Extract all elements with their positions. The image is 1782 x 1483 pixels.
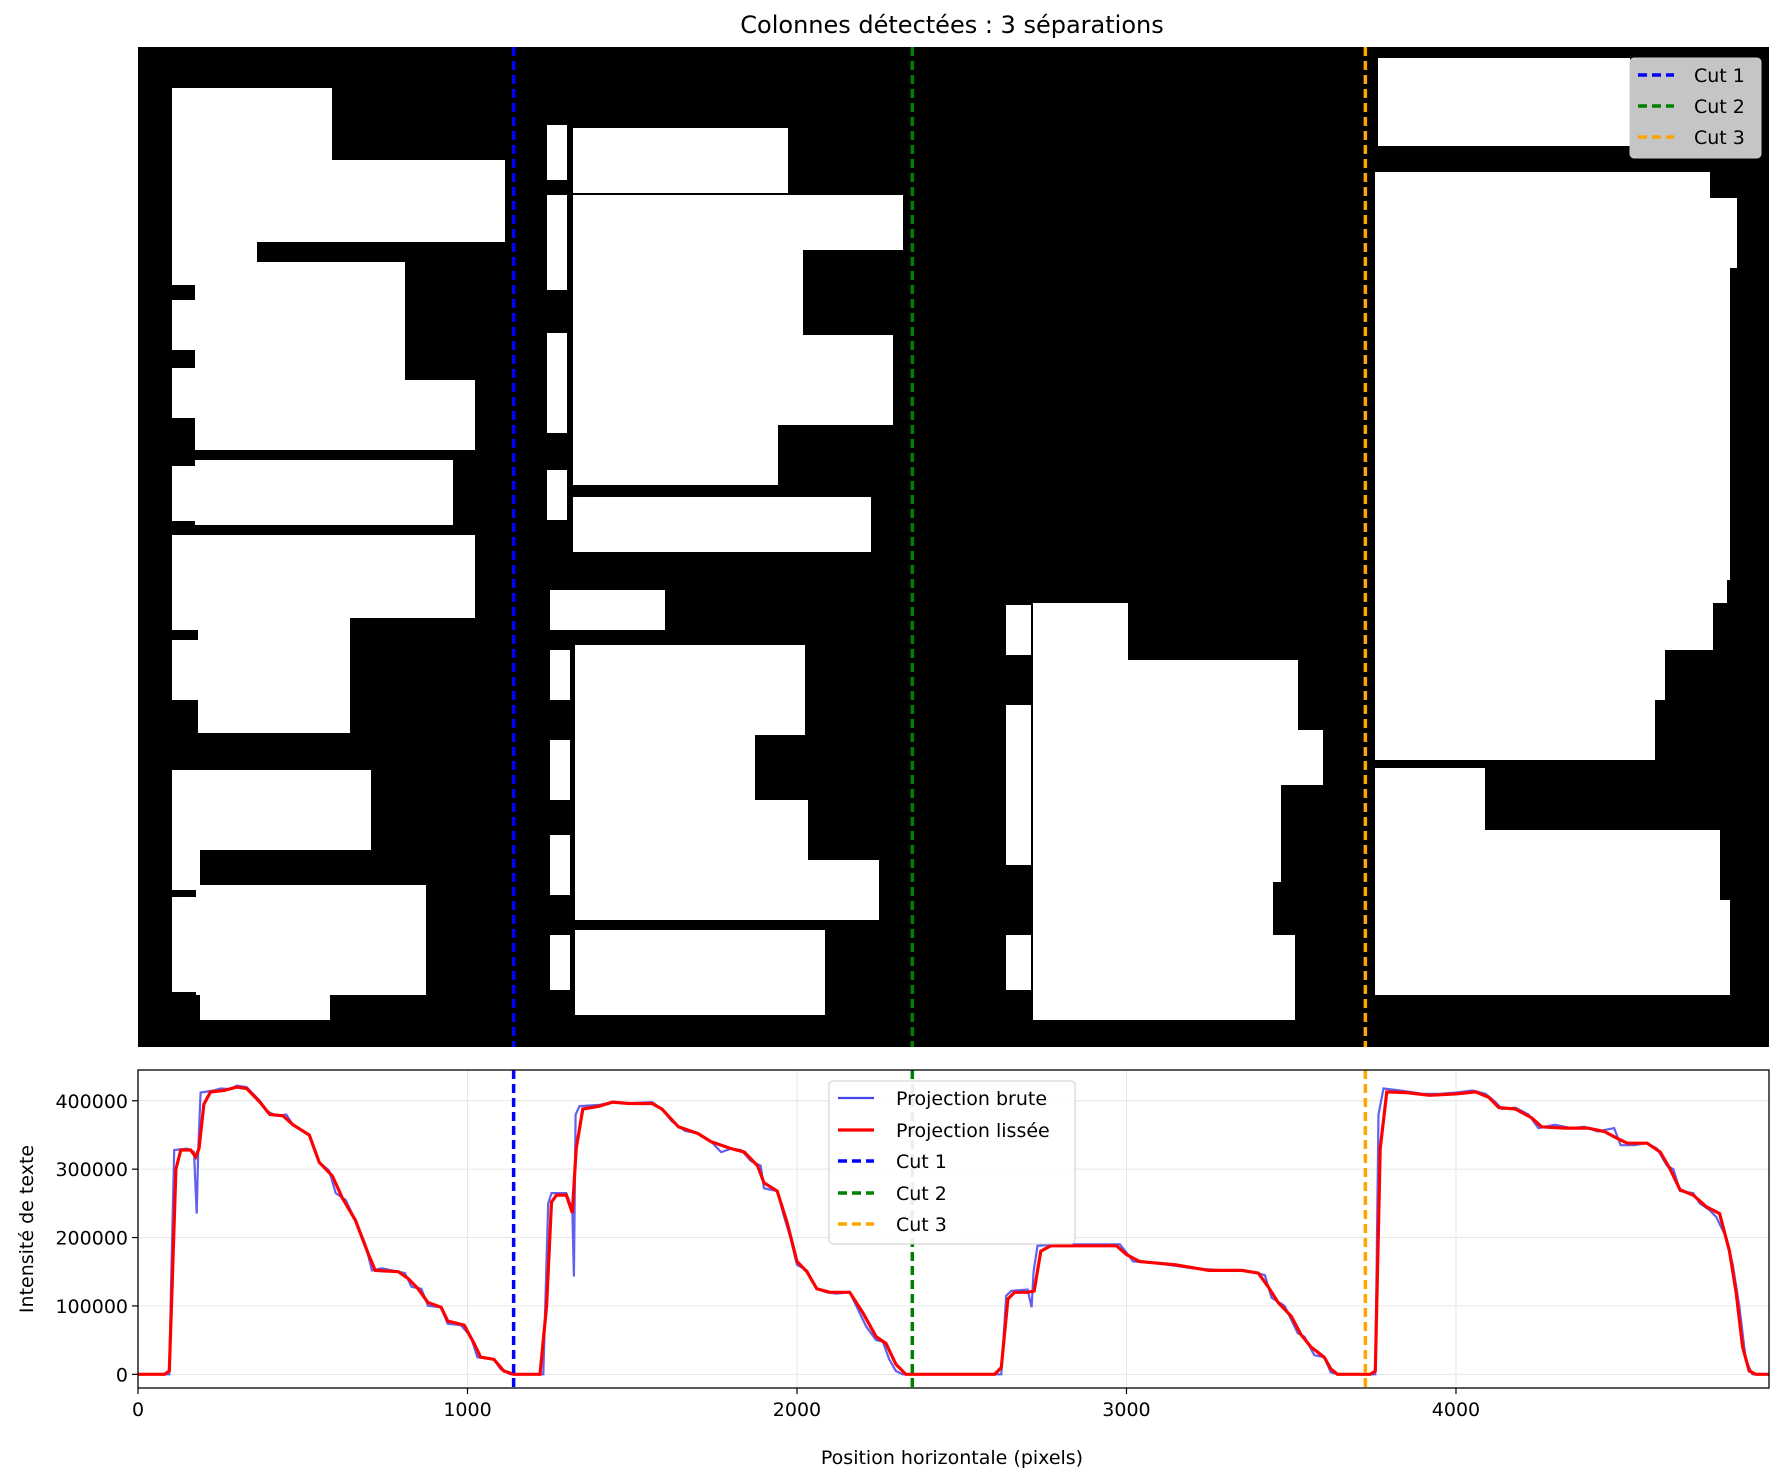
text-block-4 [195, 262, 405, 384]
y-tick-label-4: 400000 [55, 1091, 128, 1113]
y-axis-label: Intensité de texte [16, 1145, 38, 1313]
top-legend-cut3-label: Cut 3 [1694, 127, 1745, 149]
text-block-21 [573, 128, 788, 193]
text-block-64 [1375, 830, 1720, 905]
legend-lissee-label: Projection lissée [896, 1120, 1050, 1142]
text-block-36 [575, 800, 808, 860]
text-block-16 [196, 770, 371, 850]
text-block-37 [550, 835, 570, 895]
text-block-39 [550, 935, 570, 990]
text-block-31 [550, 650, 570, 700]
x-axis-label: Position horizontale (pixels) [821, 1447, 1083, 1469]
text-block-22 [547, 195, 567, 290]
legend-brute-label: Projection brute [896, 1088, 1047, 1110]
y-tick-label-1: 100000 [55, 1296, 128, 1318]
text-block-26 [573, 335, 893, 425]
y-tick-label-0: 0 [116, 1364, 128, 1386]
text-block-32 [575, 645, 805, 735]
text-block-49 [1033, 880, 1273, 935]
text-block-7 [195, 380, 475, 450]
text-block-23 [573, 195, 903, 250]
text-block-15 [172, 840, 200, 890]
text-block-30 [550, 590, 665, 630]
top-legend: Cut 1 Cut 2 Cut 3 [1629, 57, 1762, 159]
text-block-13 [198, 615, 350, 733]
text-block-27 [573, 425, 778, 485]
binary-image-panel: Cut 1 Cut 2 Cut 3 [138, 47, 1769, 1047]
text-block-42 [1006, 605, 1031, 655]
x-axis-ticks: 0 1000 2000 3000 4000 [132, 1388, 1480, 1421]
text-block-9 [195, 460, 453, 525]
text-block-50 [1006, 935, 1031, 990]
text-block-63 [1375, 768, 1485, 833]
text-block-25 [547, 333, 567, 433]
bottom-legend: Projection brute Projection lissée Cut 1… [828, 1080, 1076, 1245]
text-block-17 [172, 897, 200, 992]
legend-cut2-label: Cut 2 [896, 1183, 947, 1205]
y-tick-label-2: 200000 [55, 1228, 128, 1250]
text-block-65 [1375, 900, 1730, 995]
text-block-62 [1375, 680, 1655, 760]
top-legend-frame [1629, 57, 1762, 159]
bottom-legend-frame [828, 1080, 1076, 1245]
x-tick-label-2: 2000 [773, 1399, 821, 1421]
text-block-5 [172, 300, 200, 350]
text-block-48 [1006, 770, 1031, 865]
text-block-2 [195, 160, 505, 242]
plot-frame [137, 1069, 1770, 1389]
text-block-28 [547, 470, 567, 520]
y-axis-ticks: 0 100000 200000 300000 400000 [55, 1091, 138, 1386]
x-tick-label-1: 1000 [443, 1399, 491, 1421]
top-cut-lines [511, 47, 1368, 1047]
top-legend-cut2-label: Cut 2 [1694, 96, 1745, 118]
text-block-44 [1033, 660, 1298, 735]
text-block-18 [196, 885, 426, 995]
x-tick-label-4: 4000 [1432, 1399, 1480, 1421]
legend-cut3-label: Cut 3 [896, 1214, 947, 1236]
text-block-56 [1375, 335, 1730, 405]
x-tick-label-3: 3000 [1102, 1399, 1150, 1421]
text-block-12 [172, 640, 200, 700]
text-block-19 [200, 990, 330, 1020]
series-projection-lissee [138, 1085, 1769, 1376]
projection-plot-panel: 0 100000 200000 300000 400000 0 1000 2000 3000 4… [16, 1069, 1770, 1469]
text-block-35 [550, 768, 570, 798]
text-block-24 [573, 250, 803, 335]
text-block-38 [575, 860, 879, 920]
text-block-45 [1006, 705, 1031, 780]
text-block-51 [1033, 935, 1295, 1020]
top-legend-cut1-label: Cut 1 [1694, 65, 1745, 87]
text-block-54 [1375, 198, 1737, 268]
text-block-20 [547, 125, 567, 180]
text-block-29 [573, 497, 871, 552]
legend-cut1-label: Cut 1 [896, 1151, 947, 1173]
figure-title: Colonnes détectées : 3 séparations [740, 11, 1163, 39]
text-block-52 [1378, 58, 1630, 146]
y-tick-label-3: 300000 [55, 1159, 128, 1181]
text-blocks [172, 58, 1737, 1020]
text-block-47 [1033, 782, 1281, 882]
text-block-57 [1375, 400, 1730, 480]
text-block-11 [195, 535, 475, 618]
text-block-46 [1033, 730, 1323, 785]
text-block-41 [575, 990, 720, 1015]
x-tick-label-0: 0 [132, 1399, 144, 1421]
